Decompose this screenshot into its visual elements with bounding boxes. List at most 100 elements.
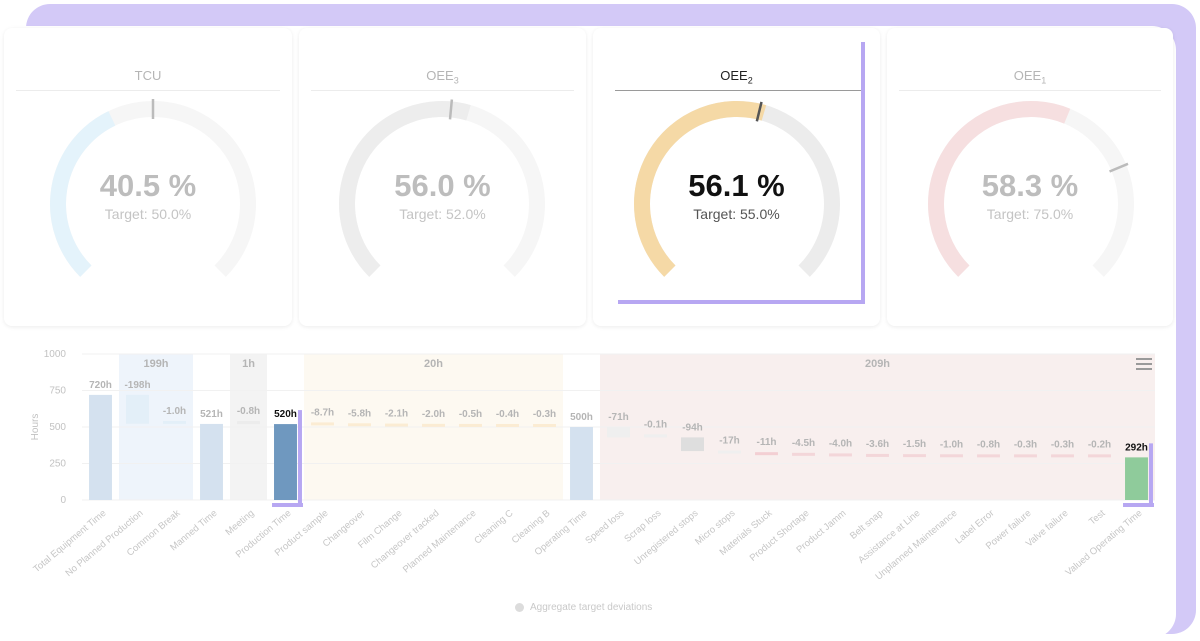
gauge-target-marker xyxy=(448,99,454,120)
bar-value-label: -0.8h xyxy=(977,439,1000,450)
waterfall-bar[interactable] xyxy=(644,434,667,438)
gauge-dial xyxy=(634,101,840,277)
x-tick-label: Cleaning C xyxy=(472,508,515,547)
selection-highlight xyxy=(272,503,303,507)
divider xyxy=(16,90,280,91)
waterfall-bar[interactable] xyxy=(866,453,889,457)
y-tick-label: 750 xyxy=(49,386,66,397)
gauge-title: OEE3 xyxy=(426,68,459,86)
waterfall-bar[interactable] xyxy=(1125,457,1148,500)
bar-value-label: -0.4h xyxy=(496,409,519,420)
waterfall-bar[interactable] xyxy=(496,423,519,427)
bar-value-label: -0.3h xyxy=(1014,439,1037,450)
gauge-card-oee2[interactable]: OEE2 56.1 % Target: 55.0% xyxy=(593,28,880,326)
selection-highlight xyxy=(861,42,865,304)
waterfall-bar[interactable] xyxy=(718,450,741,454)
waterfall-bar[interactable] xyxy=(792,452,815,456)
waterfall-bar[interactable] xyxy=(89,394,112,500)
x-tick-label: Unregistered stops xyxy=(632,508,700,568)
hamburger-menu-icon[interactable] xyxy=(1136,358,1152,370)
y-tick-label: 500 xyxy=(49,422,66,433)
gauge-card-tcu[interactable]: TCU 40.5 % Target: 50.0% xyxy=(4,28,292,326)
x-tick-label: Test xyxy=(1087,508,1108,528)
y-tick-label: 0 xyxy=(60,495,66,506)
waterfall-bar[interactable] xyxy=(274,424,297,500)
bar-value-label: -4.0h xyxy=(829,438,852,449)
bar-value-label: 520h xyxy=(274,409,297,420)
waterfall-bar[interactable] xyxy=(755,452,778,456)
waterfall-bar[interactable] xyxy=(385,423,408,427)
bar-value-label: -2.1h xyxy=(385,409,408,420)
group-label: 1h xyxy=(242,358,255,370)
gauge-value: 58.3 % xyxy=(981,168,1079,203)
y-axis-label: Hours xyxy=(30,414,41,441)
gauge-target: Target: 75.0% xyxy=(986,206,1074,222)
waterfall-bar[interactable] xyxy=(940,454,963,458)
selection-highlight xyxy=(618,300,865,304)
gauge-value: 56.0 % xyxy=(394,168,491,203)
waterfall-bar[interactable] xyxy=(126,394,149,424)
bar-value-label: -0.1h xyxy=(644,419,667,430)
gauge-value-arc xyxy=(50,111,116,277)
waterfall-bar[interactable] xyxy=(829,453,852,457)
waterfall-bar[interactable] xyxy=(607,427,630,438)
bar-value-label: 500h xyxy=(570,412,593,423)
waterfall-bar[interactable] xyxy=(163,420,186,424)
divider xyxy=(899,90,1161,91)
bar-value-label: -0.8h xyxy=(237,406,260,417)
waterfall-bar[interactable] xyxy=(681,437,704,452)
divider xyxy=(311,90,574,91)
gauge-dial xyxy=(339,99,545,277)
x-tick-label: Meeting xyxy=(223,508,256,538)
waterfall-bar[interactable] xyxy=(1014,454,1037,458)
gauge-dial xyxy=(928,101,1134,277)
gauge-value-arc xyxy=(634,101,767,277)
waterfall-bar[interactable] xyxy=(903,454,926,458)
waterfall-bar[interactable] xyxy=(348,423,371,427)
bar-value-label: -198h xyxy=(124,380,150,391)
bar-value-label: -94h xyxy=(682,422,703,433)
gauge-title: OEE1 xyxy=(1013,68,1047,86)
gauge-target-marker xyxy=(1109,162,1129,173)
bar-value-label: -3.6h xyxy=(866,439,889,450)
bar-value-label: 521h xyxy=(200,409,223,420)
gauge-target-marker xyxy=(755,101,763,122)
gauge-dial xyxy=(50,99,256,277)
waterfall-bar[interactable] xyxy=(237,421,260,425)
gauge-value-arc xyxy=(928,101,1071,277)
bar-value-label: -0.3h xyxy=(1051,439,1074,450)
bar-value-label: -4.5h xyxy=(792,438,815,449)
bar-value-label: -8.7h xyxy=(311,407,334,418)
bar-value-label: -1.0h xyxy=(163,406,186,417)
chart-legend[interactable]: Aggregate target deviations xyxy=(515,602,652,613)
waterfall-bar[interactable] xyxy=(1051,454,1074,458)
gauge-value: 40.5 % xyxy=(99,168,197,203)
gauge-title: TCU xyxy=(134,68,162,83)
waterfall-bar[interactable] xyxy=(533,424,556,427)
waterfall-bar[interactable] xyxy=(311,422,334,426)
waterfall-bar[interactable] xyxy=(1088,454,1111,458)
waterfall-bar[interactable] xyxy=(459,423,482,427)
bar-value-label: -1.5h xyxy=(903,439,926,450)
bar-value-label: -0.5h xyxy=(459,409,482,420)
waterfall-bar[interactable] xyxy=(200,423,223,500)
bar-value-label: -2.0h xyxy=(422,409,445,420)
gauge-target: Target: 55.0% xyxy=(693,206,780,222)
waterfall-bar[interactable] xyxy=(570,427,593,500)
selection-highlight xyxy=(1148,443,1153,507)
bar-value-label: -71h xyxy=(608,412,629,423)
y-tick-label: 250 xyxy=(49,459,66,470)
gauge-value-arc xyxy=(339,101,471,277)
gauge-value: 56.1 % xyxy=(688,168,785,203)
gauge-card-oee1[interactable]: OEE1 58.3 % Target: 75.0% xyxy=(887,28,1173,326)
waterfall-bar[interactable] xyxy=(422,423,445,427)
waterfall-bar[interactable] xyxy=(977,454,1000,458)
bar-value-label: 720h xyxy=(89,380,112,391)
gauge-card-oee3[interactable]: OEE3 56.0 % Target: 52.0% xyxy=(299,28,586,326)
selection-highlight xyxy=(297,410,302,507)
group-label: 20h xyxy=(424,358,443,370)
x-tick-label: Changeover tracked xyxy=(369,508,442,571)
bar-value-label: -0.2h xyxy=(1088,439,1111,450)
waterfall-chart: 199h 1h 20h 209h 0 250 500 750 1000 Hours 720h Tota… xyxy=(0,335,1176,635)
